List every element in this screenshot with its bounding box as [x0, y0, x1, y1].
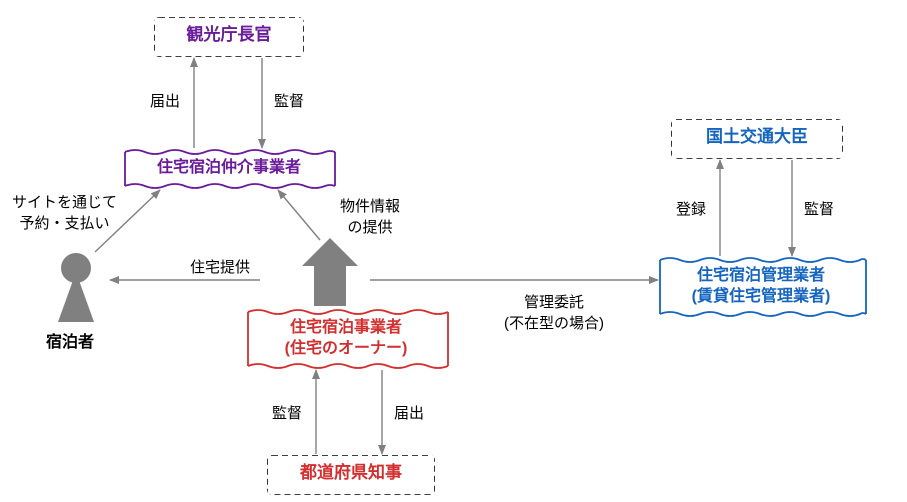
intermediary-label: 住宅宿泊仲介事業者: [157, 159, 301, 176]
edge-property-info: [278, 190, 320, 240]
node-owner: 住宅宿泊事業者 (住宅のオーナー): [250, 316, 442, 362]
guest-label-text: 宿泊者: [46, 334, 94, 351]
edge-label-supervise-owner: 監督: [272, 402, 302, 423]
mlit-minister-label: 国土交通大臣: [706, 127, 808, 146]
governor-label: 都道府県知事: [300, 463, 402, 482]
owner-label-1: 住宅宿泊事業者: [290, 319, 402, 336]
node-mlit-minister: 国土交通大臣: [672, 120, 842, 158]
node-intermediary: 住宅宿泊仲介事業者: [128, 156, 330, 181]
edge-label-notify-governor: 届出: [394, 402, 424, 423]
edge-label-notify-tourism: 届出: [150, 90, 180, 111]
svg-overlay: [0, 0, 907, 502]
edge-label-provide-housing: 住宅提供: [190, 256, 250, 277]
edge-label-property-info: 物件情報 の提供: [340, 196, 400, 238]
edge-label-supervise-intermediary: 監督: [274, 90, 304, 111]
person-icon: [58, 253, 94, 322]
edge-label-delegate-mgmt: 管理委託 (不在型の場合): [504, 292, 604, 334]
tourism-chief-label: 観光庁長官: [187, 25, 272, 44]
edge-label-register-mlit: 登録: [676, 198, 706, 219]
edge-label-booking: サイトを通じて 予約・支払い: [12, 192, 117, 234]
edge-label-supervise-manager: 監督: [804, 198, 834, 219]
diagram-canvas: 観光庁長官 住宅宿泊仲介事業者 宿泊者 住宅宿泊事業者 (住宅のオーナー) 都道…: [0, 0, 907, 502]
node-manager: 住宅宿泊管理業者 (賃貸住宅管理業者): [662, 264, 860, 310]
manager-label-1: 住宅宿泊管理業者: [697, 267, 825, 284]
node-guest-label: 宿泊者: [46, 328, 94, 352]
manager-label-2: (賃貸住宅管理業者): [692, 288, 831, 305]
big-arrow-icon: [302, 238, 358, 306]
owner-label-2: (住宅のオーナー): [285, 340, 408, 357]
node-tourism-chief: 観光庁長官: [155, 18, 303, 56]
node-governor: 都道府県知事: [268, 456, 434, 494]
